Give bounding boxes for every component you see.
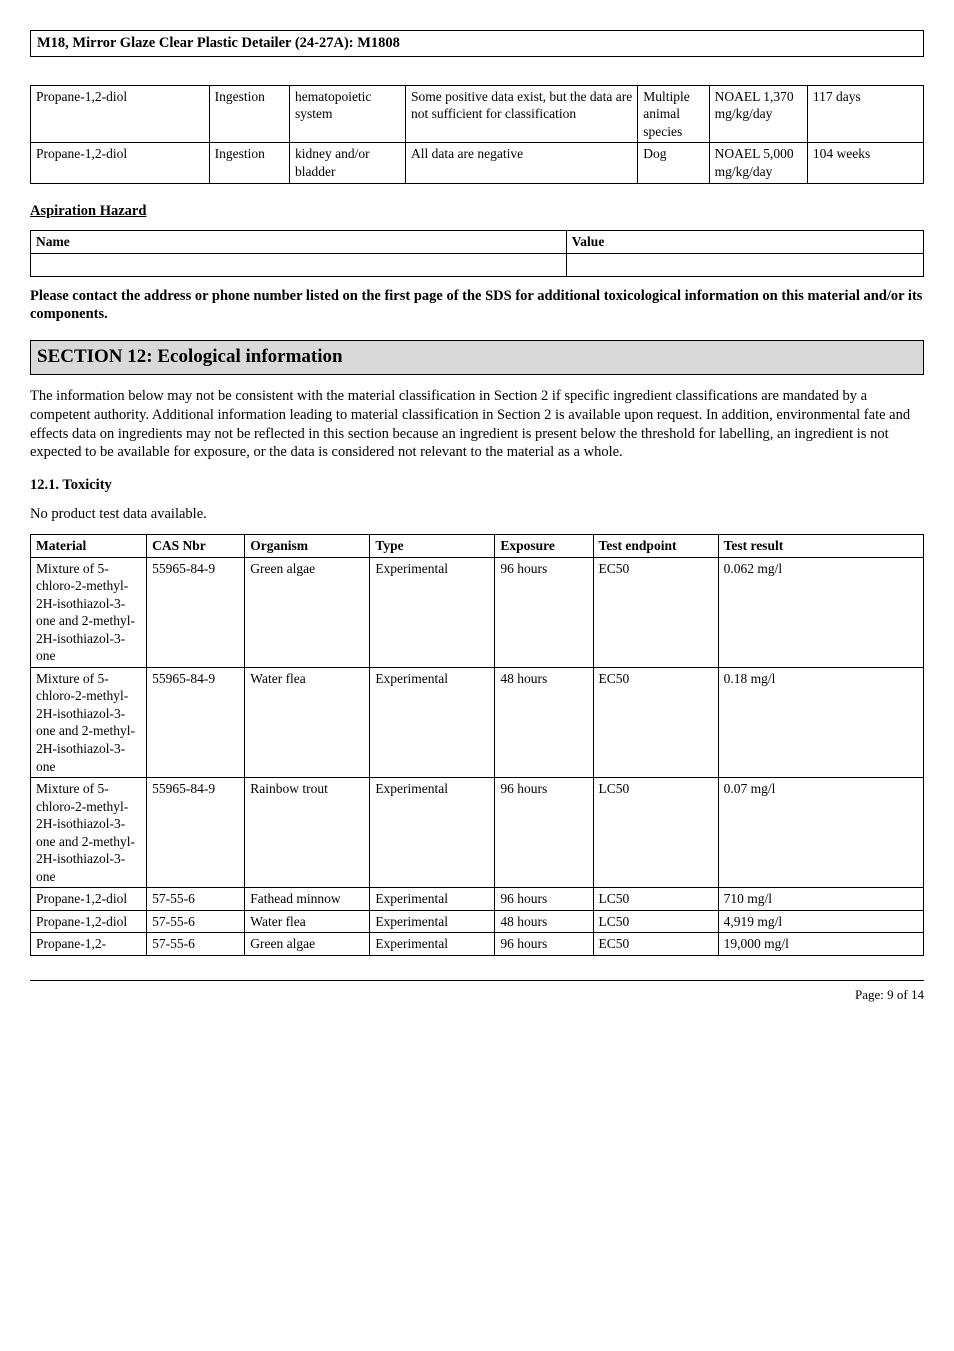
- table-header: Organism: [245, 534, 370, 557]
- table-header: Material: [31, 534, 147, 557]
- aspiration-col-name: Name: [31, 231, 567, 254]
- aspiration-table: Name Value: [30, 230, 924, 276]
- aspiration-empty-row: [31, 253, 924, 276]
- page-footer: Page: 9 of 14: [30, 980, 924, 1004]
- document-title: M18, Mirror Glaze Clear Plastic Detailer…: [30, 30, 924, 57]
- section-12-intro: The information below may not be consist…: [30, 387, 924, 462]
- table-header: Type: [370, 534, 495, 557]
- toxicity-table: MaterialCAS NbrOrganismTypeExposureTest …: [30, 534, 924, 956]
- table-header: CAS Nbr: [147, 534, 245, 557]
- subsection-12-1: 12.1. Toxicity: [30, 476, 924, 495]
- no-product-data: No product test data available.: [30, 505, 924, 524]
- section-12-heading: SECTION 12: Ecological information: [30, 340, 924, 375]
- table-row: Propane-1,2-diolIngestionhematopoietic s…: [31, 85, 924, 143]
- table-row: Mixture of 5-chloro-2-methyl-2H-isothiaz…: [31, 778, 924, 888]
- contact-notice: Please contact the address or phone numb…: [30, 287, 924, 325]
- table-header: Test result: [718, 534, 923, 557]
- aspiration-heading: Aspiration Hazard: [30, 202, 924, 221]
- table-header: Test endpoint: [593, 534, 718, 557]
- table-row: Mixture of 5-chloro-2-methyl-2H-isothiaz…: [31, 667, 924, 777]
- table-row: Propane-1,2-diol57-55-6Water fleaExperim…: [31, 910, 924, 933]
- table-row: Mixture of 5-chloro-2-methyl-2H-isothiaz…: [31, 557, 924, 667]
- table-row: Propane-1,2-diol57-55-6Fathead minnowExp…: [31, 888, 924, 911]
- table-substance-effects: Propane-1,2-diolIngestionhematopoietic s…: [30, 85, 924, 184]
- table-row: Propane-1,2-diolIngestionkidney and/or b…: [31, 143, 924, 183]
- table-header: Exposure: [495, 534, 593, 557]
- table-row: Propane-1,2-57-55-6Green algaeExperiment…: [31, 933, 924, 956]
- aspiration-col-value: Value: [566, 231, 923, 254]
